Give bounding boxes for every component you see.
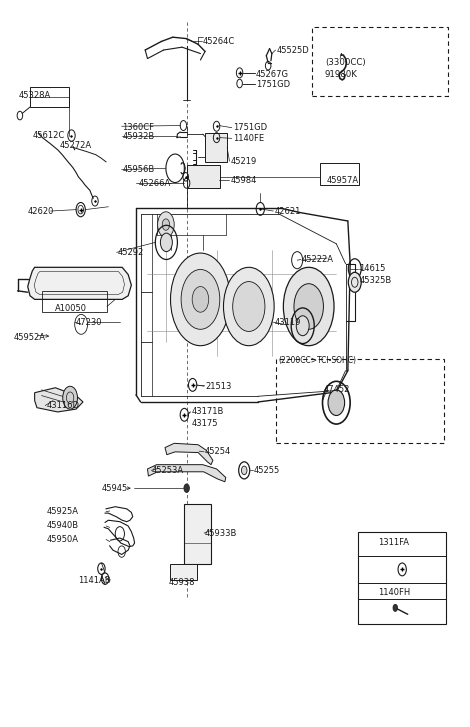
Text: A10050: A10050 [55, 304, 87, 313]
Text: 45254: 45254 [205, 447, 231, 457]
Text: 45222A: 45222A [302, 255, 334, 264]
Circle shape [283, 268, 334, 346]
Circle shape [294, 284, 323, 329]
Bar [359, 532, 446, 624]
Text: 45292: 45292 [118, 248, 144, 257]
Text: (3300CC): (3300CC) [325, 58, 366, 68]
Text: 45264C: 45264C [203, 37, 235, 46]
Text: 1140FH: 1140FH [378, 587, 410, 597]
Circle shape [242, 466, 247, 475]
Text: 42621: 42621 [274, 206, 300, 215]
Text: 45525D: 45525D [276, 46, 309, 55]
Text: 45933B: 45933B [205, 529, 237, 537]
Text: 45957A: 45957A [327, 176, 359, 185]
Text: 1311FA: 1311FA [378, 538, 409, 547]
Text: 1360CF: 1360CF [122, 123, 154, 132]
Text: 43119: 43119 [274, 318, 300, 326]
Text: 45956B: 45956B [122, 165, 155, 174]
Text: 45984: 45984 [230, 176, 257, 185]
Text: 45938: 45938 [169, 579, 195, 587]
Text: 43116D: 43116D [46, 401, 79, 410]
Bar [275, 359, 444, 443]
Text: 45325B: 45325B [360, 276, 392, 286]
Bar [187, 166, 220, 188]
Text: 43175: 43175 [191, 419, 218, 428]
Text: 45925A: 45925A [46, 507, 78, 516]
Text: 45253A: 45253A [152, 466, 184, 475]
Text: 47230: 47230 [76, 318, 102, 326]
Text: 45272A: 45272A [60, 141, 92, 150]
Text: 91980K: 91980K [325, 70, 358, 79]
Text: 42620: 42620 [28, 206, 54, 215]
Text: (2200CC>TCI-SOHC): (2200CC>TCI-SOHC) [279, 356, 357, 365]
Circle shape [162, 219, 170, 230]
Text: 1140FE: 1140FE [233, 134, 264, 143]
Text: 21513: 21513 [205, 382, 231, 391]
Circle shape [171, 253, 230, 346]
Bar [42, 291, 107, 312]
Bar [205, 133, 227, 162]
Text: 45328A: 45328A [18, 91, 51, 100]
Text: 45932B: 45932B [122, 132, 155, 142]
Circle shape [157, 212, 174, 238]
Text: 45952A: 45952A [14, 334, 46, 342]
Text: 1751GD: 1751GD [256, 80, 290, 89]
Text: 45940B: 45940B [46, 521, 78, 531]
Text: 45945: 45945 [102, 483, 128, 493]
Polygon shape [35, 387, 83, 412]
Text: 45266A: 45266A [138, 180, 171, 188]
Polygon shape [165, 443, 213, 465]
Text: 45612C: 45612C [32, 131, 64, 140]
Text: 1141AB: 1141AB [78, 576, 111, 585]
Circle shape [63, 386, 78, 409]
Circle shape [328, 390, 345, 416]
Circle shape [224, 268, 274, 346]
Circle shape [181, 270, 220, 329]
Bar [313, 27, 448, 96]
Bar [184, 504, 211, 564]
Text: 14615: 14615 [360, 263, 386, 273]
Text: 45255: 45255 [253, 466, 280, 475]
Circle shape [348, 273, 361, 292]
Text: 1751GD: 1751GD [233, 123, 267, 132]
Bar [170, 564, 197, 580]
Bar [30, 87, 69, 107]
Text: 45950A: 45950A [46, 535, 78, 544]
Circle shape [192, 286, 209, 312]
Circle shape [393, 604, 398, 611]
Bar [320, 163, 360, 185]
Circle shape [160, 233, 172, 252]
Text: 45267G: 45267G [256, 70, 289, 79]
Polygon shape [28, 268, 132, 300]
Polygon shape [148, 465, 226, 482]
Text: 43171B: 43171B [191, 407, 224, 417]
Text: 45219: 45219 [230, 156, 257, 166]
Text: 47452: 47452 [323, 385, 350, 394]
Circle shape [233, 281, 265, 332]
Circle shape [184, 484, 189, 492]
Circle shape [296, 316, 309, 336]
